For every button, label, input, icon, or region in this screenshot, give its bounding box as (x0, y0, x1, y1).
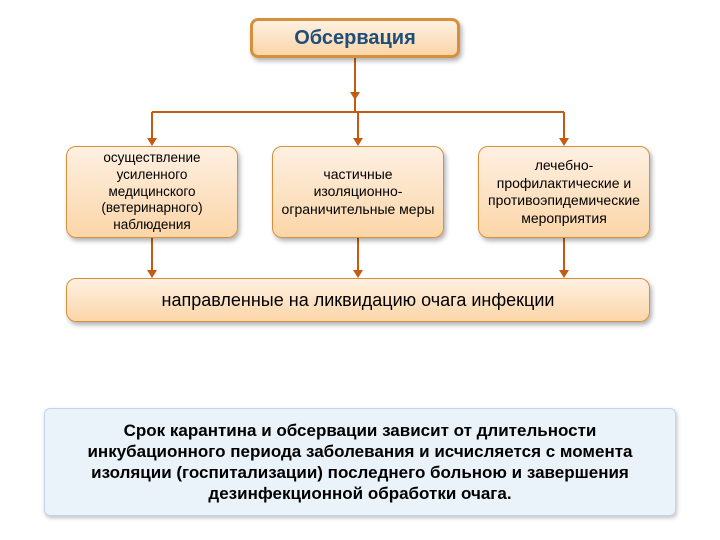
node-result: направленные на ликвидацию очага инфекци… (66, 278, 650, 322)
node-c1-label: осуществление усиленного медицинского (в… (75, 150, 229, 234)
node-title: Обсервация (250, 18, 460, 58)
diagram-stage: Обсервация осуществление усиленного медиц… (0, 0, 720, 540)
node-c2: частичные изоляционно-ограничительные ме… (272, 146, 444, 238)
node-c1: осуществление усиленного медицинского (в… (66, 146, 238, 238)
node-result-label: направленные на ликвидацию очага инфекци… (75, 289, 641, 312)
node-note-label: Срок карантина и обсервации зависит от д… (53, 420, 667, 505)
node-c3: лечебно-профилактические и противоэпидем… (478, 146, 650, 238)
node-title-label: Обсервация (261, 26, 449, 51)
node-c3-label: лечебно-профилактические и противоэпидем… (487, 157, 641, 227)
node-note: Срок карантина и обсервации зависит от д… (44, 408, 676, 516)
node-c2-label: частичные изоляционно-ограничительные ме… (281, 166, 435, 219)
